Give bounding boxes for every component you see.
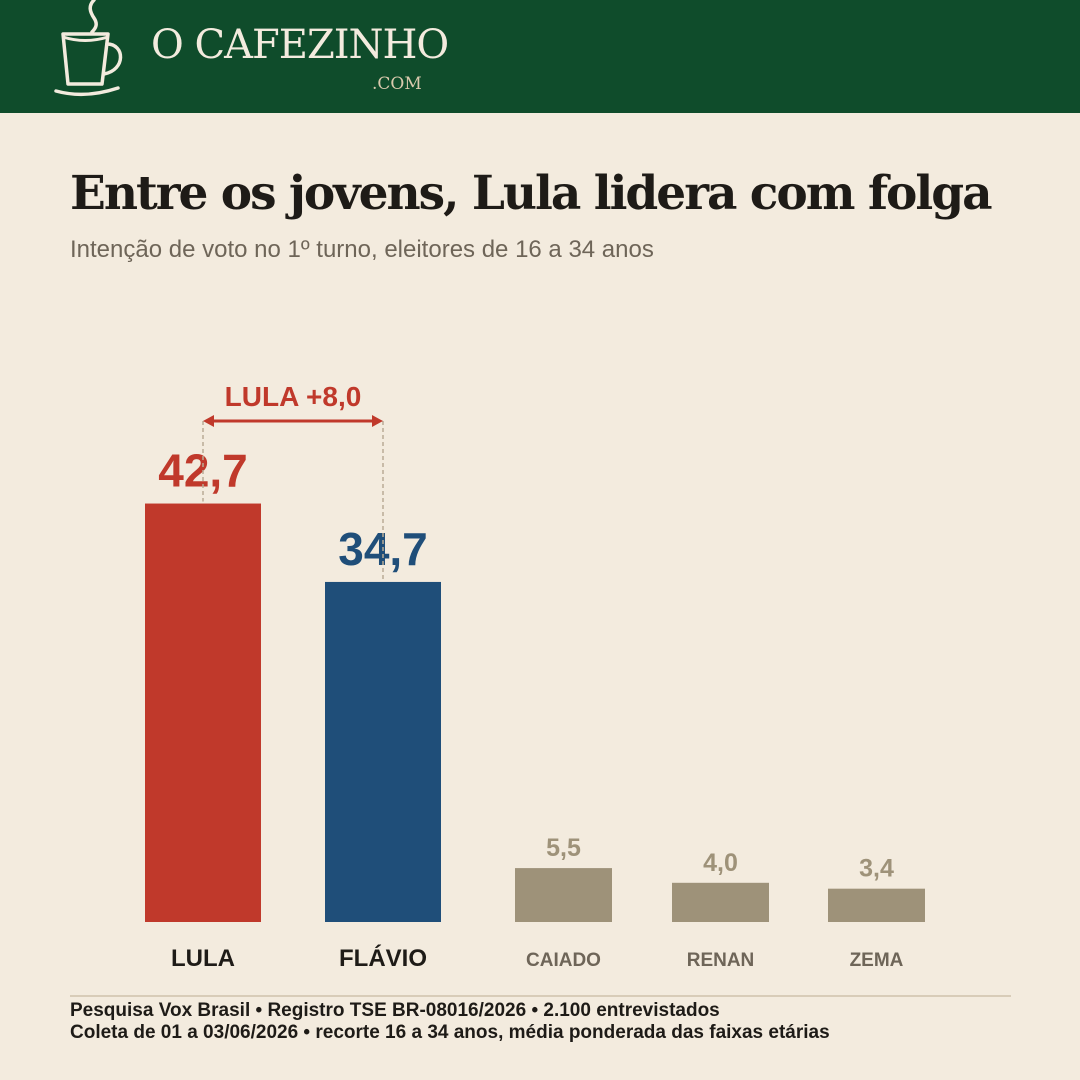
brand-name: O CAFEZINHO [151,22,449,68]
category-label-caiado: CAIADO [526,950,601,971]
arrow-head-left-icon [203,415,214,427]
value-label-caiado: 5,5 [546,834,581,862]
footer-methodology: Coleta de 01 a 03/06/2026 • recorte 16 a… [70,1022,830,1043]
category-label-renan: RENAN [687,950,755,971]
footer-source: Pesquisa Vox Brasil • Registro TSE BR-08… [70,1000,720,1021]
footer-divider [70,995,1011,997]
arrow-head-right-icon [372,415,383,427]
bar-renan [672,882,769,922]
brand-domain: .COM [372,74,422,94]
chart-title: Entre os jovens, Lula lidera com folga [70,166,993,221]
difference-annotation: LULA +8,0 [225,381,362,412]
bar-flavio [325,581,441,922]
chart-subtitle: Intenção de voto no 1º turno, eleitores … [70,236,654,263]
value-label-renan: 4,0 [703,849,738,877]
category-label-flavio: FLÁVIO [339,944,427,972]
category-label-zema: ZEMA [850,950,904,971]
category-label-lula: LULA [171,945,235,972]
bar-zema [828,888,925,922]
header-bar: O CAFEZINHO .COM [0,0,1080,113]
coffee-cup-icon [54,0,123,97]
bar-lula [145,503,261,922]
bar-chart: 42,7LULA34,7FLÁVIO5,5CAIADO4,0RENAN3,4ZE… [145,381,925,972]
value-label-zema: 3,4 [859,855,894,883]
bar-caiado [515,868,612,922]
